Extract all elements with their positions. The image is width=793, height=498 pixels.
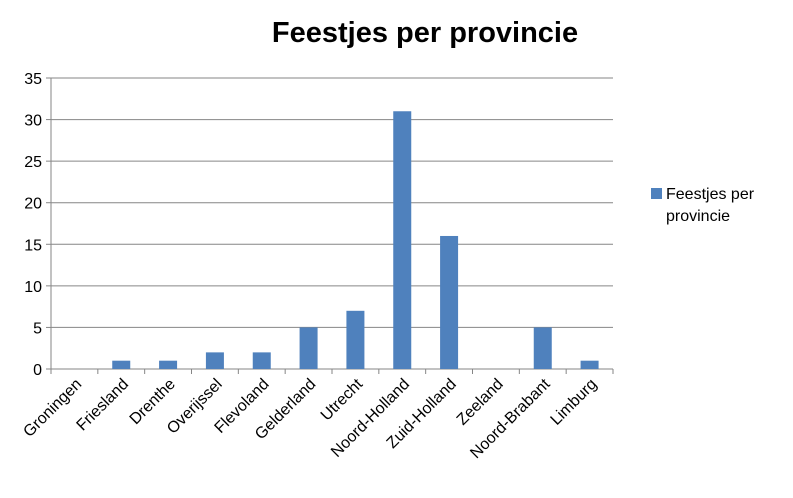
y-tick-label: 5	[33, 320, 42, 337]
y-tick-label: 30	[24, 113, 42, 130]
legend-swatch	[651, 188, 662, 199]
legend: Feestjes per provincie	[651, 186, 755, 225]
y-tick-label: 0	[33, 362, 42, 379]
x-tick-label: Groningen	[20, 376, 85, 441]
y-tick-label: 10	[24, 279, 42, 296]
y-tick-label: 20	[24, 196, 42, 213]
legend-label: Feestjes per provincie	[666, 186, 755, 225]
y-tick-label: 15	[24, 237, 42, 254]
bar-noord-brabant	[533, 327, 552, 369]
x-tick-label: Friesland	[74, 376, 133, 435]
y-tick-label: 25	[24, 154, 42, 171]
y-tick-label: 35	[24, 71, 42, 88]
chart-title: Feestjes per provincie	[272, 17, 578, 49]
bar-flevoland	[252, 352, 271, 369]
bar-friesland	[112, 360, 131, 369]
bar-overijssel	[205, 352, 224, 369]
axes	[46, 77, 614, 374]
y-tick-labels: 0 5 10 15 20 25 30 35	[24, 71, 42, 379]
bar-zuid-holland	[440, 235, 459, 369]
bar-drenthe	[159, 360, 178, 369]
x-tick-labels: GroningenFrieslandDrentheOverijsselFlevo…	[20, 375, 600, 462]
bar-gelderland	[299, 327, 318, 369]
gridlines	[51, 77, 613, 328]
x-tick-label: Noord-Brabant	[467, 375, 554, 462]
bar-limburg	[580, 360, 599, 369]
bar-noord-holland	[393, 111, 412, 369]
bar-utrecht	[346, 310, 365, 369]
bars	[112, 111, 599, 369]
x-tick-label: Limburg	[548, 376, 601, 429]
